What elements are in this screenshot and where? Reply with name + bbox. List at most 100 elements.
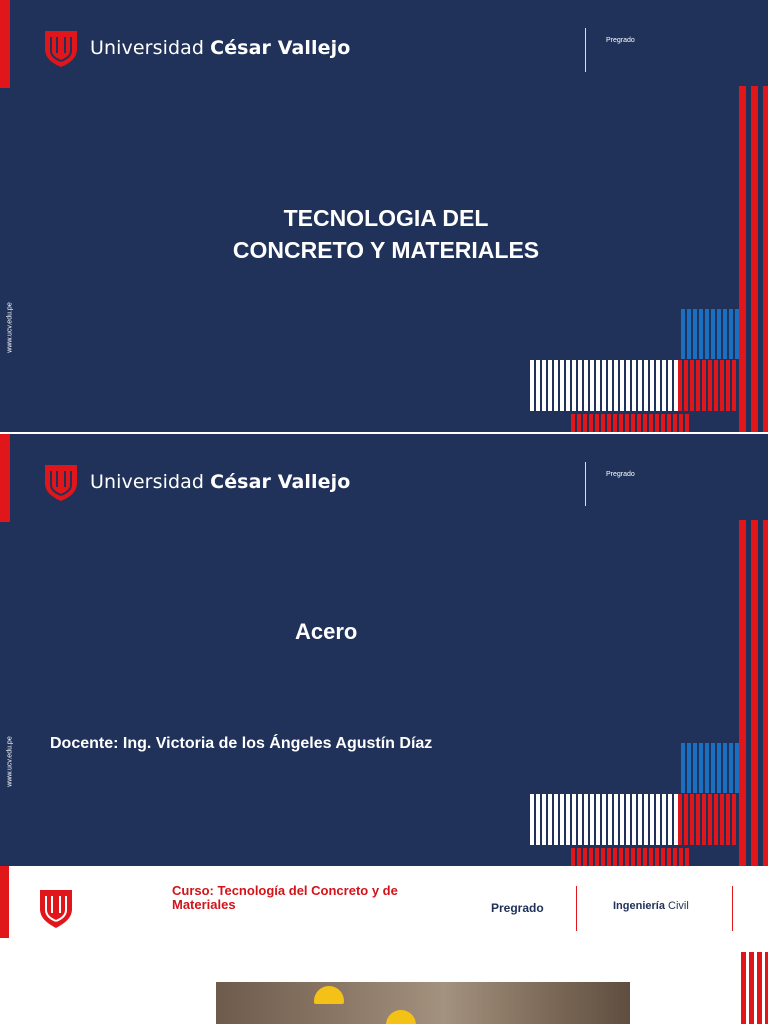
stripe — [601, 414, 605, 432]
stripe — [571, 848, 575, 866]
stripe — [726, 360, 730, 411]
stripe — [560, 794, 564, 845]
stripe — [656, 794, 660, 845]
stripe — [542, 360, 546, 411]
stripe — [681, 309, 685, 359]
stripe — [602, 360, 606, 411]
stripe — [632, 794, 636, 845]
construction-photo — [216, 982, 630, 1024]
brand-name: Universidad César Vallejo — [90, 471, 351, 493]
stripe — [578, 360, 582, 411]
stripe — [613, 414, 617, 432]
stripe — [702, 360, 706, 411]
stripe — [595, 848, 599, 866]
stripe — [699, 743, 703, 793]
stripe — [530, 360, 534, 411]
stripe — [693, 743, 697, 793]
stripe — [763, 86, 768, 432]
stripe — [560, 360, 564, 411]
stripe — [726, 794, 730, 845]
stripe — [667, 414, 671, 432]
decorative-stripes — [530, 86, 768, 432]
stripe — [554, 794, 558, 845]
stripe — [717, 743, 721, 793]
stripe — [684, 794, 688, 845]
stripe — [661, 414, 665, 432]
stripe — [596, 360, 600, 411]
slide-topic: Universidad César Vallejo Pregrado www.u… — [0, 434, 768, 866]
stripe — [595, 414, 599, 432]
decorative-red-bars — [741, 952, 768, 1024]
stripe — [687, 743, 691, 793]
program-label: Ingeniería Civil — [613, 900, 689, 912]
stripe — [729, 309, 733, 359]
stripe — [566, 794, 570, 845]
ucv-logo: Universidad César Vallejo — [44, 29, 350, 67]
stripe — [681, 743, 685, 793]
stripe — [619, 848, 623, 866]
title-line-2: CONCRETO Y MATERIALES — [232, 237, 540, 263]
red-edge-bar — [0, 866, 9, 938]
red-edge-bar — [0, 0, 10, 88]
stripe — [732, 794, 736, 845]
course-name: Curso: Tecnología del Concreto y de Mate… — [172, 883, 398, 912]
stripe — [751, 520, 758, 866]
stripe — [572, 360, 576, 411]
stripe — [717, 309, 721, 359]
hard-hat — [314, 986, 344, 1004]
stripe — [608, 360, 612, 411]
stripe — [668, 794, 672, 845]
stripe — [638, 794, 642, 845]
stripe — [751, 86, 758, 432]
slide-title: Universidad César Vallejo Pregrado www.u… — [0, 0, 768, 432]
stripe — [661, 848, 665, 866]
stripe — [589, 848, 593, 866]
header-divider — [585, 462, 586, 506]
stripe — [711, 743, 715, 793]
stripe — [649, 414, 653, 432]
level-label: Pregrado — [606, 471, 635, 478]
stripe — [696, 794, 700, 845]
stripe — [625, 414, 629, 432]
stripe — [644, 360, 648, 411]
stripe — [631, 414, 635, 432]
stripe — [631, 848, 635, 866]
stripe — [693, 309, 697, 359]
stripe — [644, 794, 648, 845]
stripe — [637, 848, 641, 866]
stripe — [739, 520, 746, 866]
stripe — [702, 794, 706, 845]
stripe — [674, 794, 678, 845]
stripe — [714, 360, 718, 411]
stripe — [662, 360, 666, 411]
stripe — [596, 794, 600, 845]
stripe — [613, 848, 617, 866]
stripe — [678, 360, 682, 411]
stripe — [685, 414, 689, 432]
stripe — [583, 414, 587, 432]
stripe — [607, 848, 611, 866]
stripe — [708, 794, 712, 845]
stripe — [583, 848, 587, 866]
stripe — [711, 309, 715, 359]
stripe — [590, 794, 594, 845]
stripe — [608, 794, 612, 845]
stripe — [602, 794, 606, 845]
stripe — [638, 360, 642, 411]
stripe — [668, 360, 672, 411]
stripe — [705, 309, 709, 359]
stripe — [614, 360, 618, 411]
stripe — [678, 794, 682, 845]
header-divider — [732, 886, 733, 931]
title-line-1: TECNOLOGIA DEL — [283, 205, 489, 231]
stripe — [584, 360, 588, 411]
stripe — [548, 794, 552, 845]
stripe — [687, 309, 691, 359]
stripe — [674, 360, 678, 411]
stripe — [601, 848, 605, 866]
red-edge-bar — [0, 434, 10, 522]
stripe — [614, 794, 618, 845]
stripe — [763, 520, 768, 866]
stripe — [649, 848, 653, 866]
stripe — [673, 414, 677, 432]
